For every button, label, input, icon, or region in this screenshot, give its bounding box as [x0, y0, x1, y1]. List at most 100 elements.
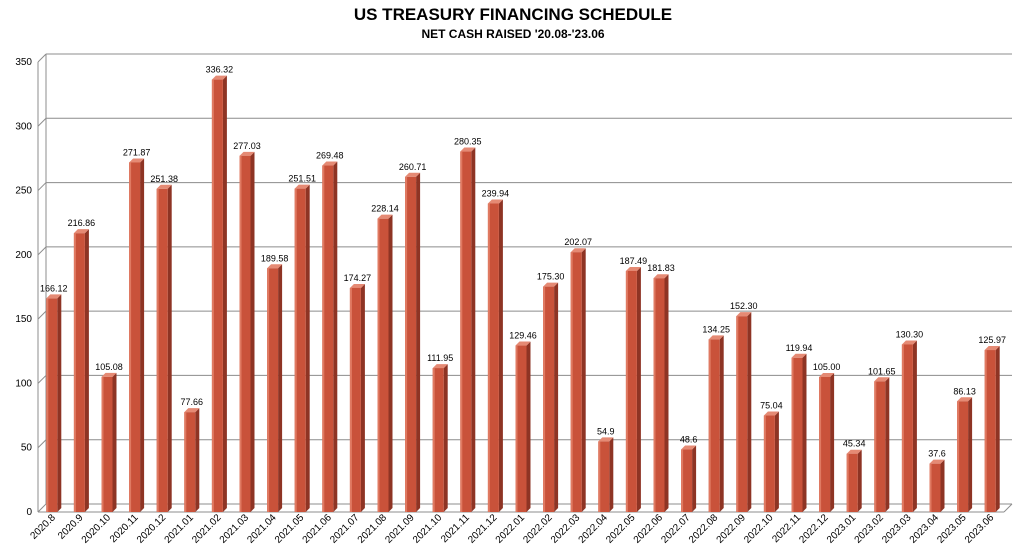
- y-tick-label: 350: [15, 57, 32, 68]
- x-tick-label: 2021.01: [163, 512, 197, 546]
- data-label: 105.00: [813, 362, 841, 372]
- bar-front: [791, 357, 803, 512]
- x-tick-label: 2022.12: [797, 512, 831, 546]
- bar-side: [940, 459, 945, 512]
- bar-highlight: [543, 286, 546, 512]
- data-label: 277.03: [233, 141, 261, 151]
- x-tick-label: 2022.02: [521, 512, 555, 546]
- gridline-diag: [37, 375, 47, 384]
- bar-highlight: [487, 203, 490, 512]
- bar-side: [526, 341, 531, 512]
- bar-front: [487, 203, 499, 512]
- data-label: 119.94: [786, 343, 813, 353]
- bar-highlight: [984, 350, 987, 512]
- bar-highlight: [267, 268, 270, 512]
- x-tick-label: 2021.12: [466, 512, 500, 546]
- y-tick-label: 50: [21, 443, 33, 454]
- bar-front: [570, 252, 582, 512]
- x-tick-label: 2022.06: [632, 512, 666, 546]
- bar-top: [763, 411, 779, 416]
- bar-highlight: [322, 165, 325, 513]
- bar: [460, 147, 476, 513]
- y-tick-label: 150: [15, 314, 32, 325]
- bar-highlight: [846, 453, 849, 512]
- bar-side: [305, 184, 310, 512]
- bar: [267, 264, 283, 512]
- bar: [101, 372, 117, 512]
- bar-top: [377, 214, 393, 219]
- x-tick-label: 2021.04: [245, 512, 279, 546]
- bar-side: [140, 158, 145, 512]
- x-tick-label: 2022.05: [604, 512, 638, 546]
- chart-subtitle: NET CASH RAISED '20.08-'23.06: [421, 27, 605, 41]
- data-label: 75.04: [760, 401, 783, 411]
- bar: [184, 408, 200, 512]
- gridline-diag: [37, 182, 47, 191]
- bar-front: [211, 79, 223, 513]
- bar-front: [322, 165, 334, 513]
- x-tick-label: 2021.06: [301, 512, 335, 546]
- bar-side: [802, 353, 807, 512]
- bar-top: [929, 459, 945, 464]
- bar-front: [653, 278, 665, 512]
- bar: [901, 340, 917, 512]
- data-label: 251.51: [288, 174, 316, 184]
- bar-highlight: [929, 463, 932, 512]
- bar-front: [598, 441, 610, 512]
- bar-highlight: [239, 155, 242, 512]
- bar-top: [874, 377, 890, 382]
- bar-front: [874, 381, 886, 512]
- data-label: 239.94: [482, 189, 510, 199]
- data-label: 152.30: [730, 301, 758, 311]
- bar-top: [736, 312, 752, 317]
- x-tick-label: 2020.10: [80, 512, 114, 546]
- bar: [570, 248, 586, 512]
- bar-highlight: [101, 376, 104, 512]
- bar-side: [167, 184, 172, 512]
- bar-highlight: [598, 441, 601, 512]
- bar-front: [267, 268, 279, 512]
- bar-top: [957, 397, 973, 402]
- data-label: 260.71: [399, 162, 427, 172]
- bar-highlight: [570, 252, 573, 512]
- data-label: 105.08: [95, 362, 123, 372]
- bar: [625, 266, 641, 512]
- bar: [957, 397, 973, 512]
- data-label: 134.25: [702, 324, 730, 334]
- bar: [598, 437, 614, 512]
- data-label: 216.86: [68, 218, 96, 228]
- bar-highlight: [129, 162, 132, 512]
- bar-front: [294, 188, 306, 512]
- bar-front: [681, 449, 693, 512]
- y-tick-label: 250: [15, 186, 32, 197]
- y-tick-label: 100: [15, 378, 32, 389]
- bar-highlight: [763, 415, 766, 512]
- bar: [763, 411, 779, 512]
- bar-front: [736, 316, 748, 512]
- data-label: 280.35: [454, 137, 482, 147]
- bar: [156, 184, 172, 512]
- bar-front: [901, 344, 913, 512]
- bar-front: [819, 377, 831, 512]
- bar-top: [405, 172, 421, 177]
- x-tick-label: 2023.04: [908, 512, 942, 546]
- bar-side: [912, 340, 917, 512]
- x-tick-label: 2022.04: [577, 512, 611, 546]
- data-label: 77.66: [181, 397, 204, 407]
- bar-top: [625, 266, 641, 271]
- y-tick-label: 300: [15, 121, 32, 132]
- bar-side: [692, 445, 697, 512]
- bar-top: [791, 353, 807, 358]
- bar-side: [885, 377, 890, 512]
- x-tick-label: 2021.05: [273, 512, 307, 546]
- bar: [929, 459, 945, 512]
- bar-front: [708, 339, 720, 512]
- x-tick-label: 2022.08: [687, 512, 721, 546]
- bar-highlight: [349, 287, 352, 512]
- x-tick-label: 2021.09: [383, 512, 417, 546]
- bar: [543, 282, 559, 512]
- bar-front: [957, 401, 969, 512]
- gridline-diag: [37, 246, 47, 256]
- gridline-diag: [37, 439, 47, 449]
- bar-front: [101, 376, 113, 512]
